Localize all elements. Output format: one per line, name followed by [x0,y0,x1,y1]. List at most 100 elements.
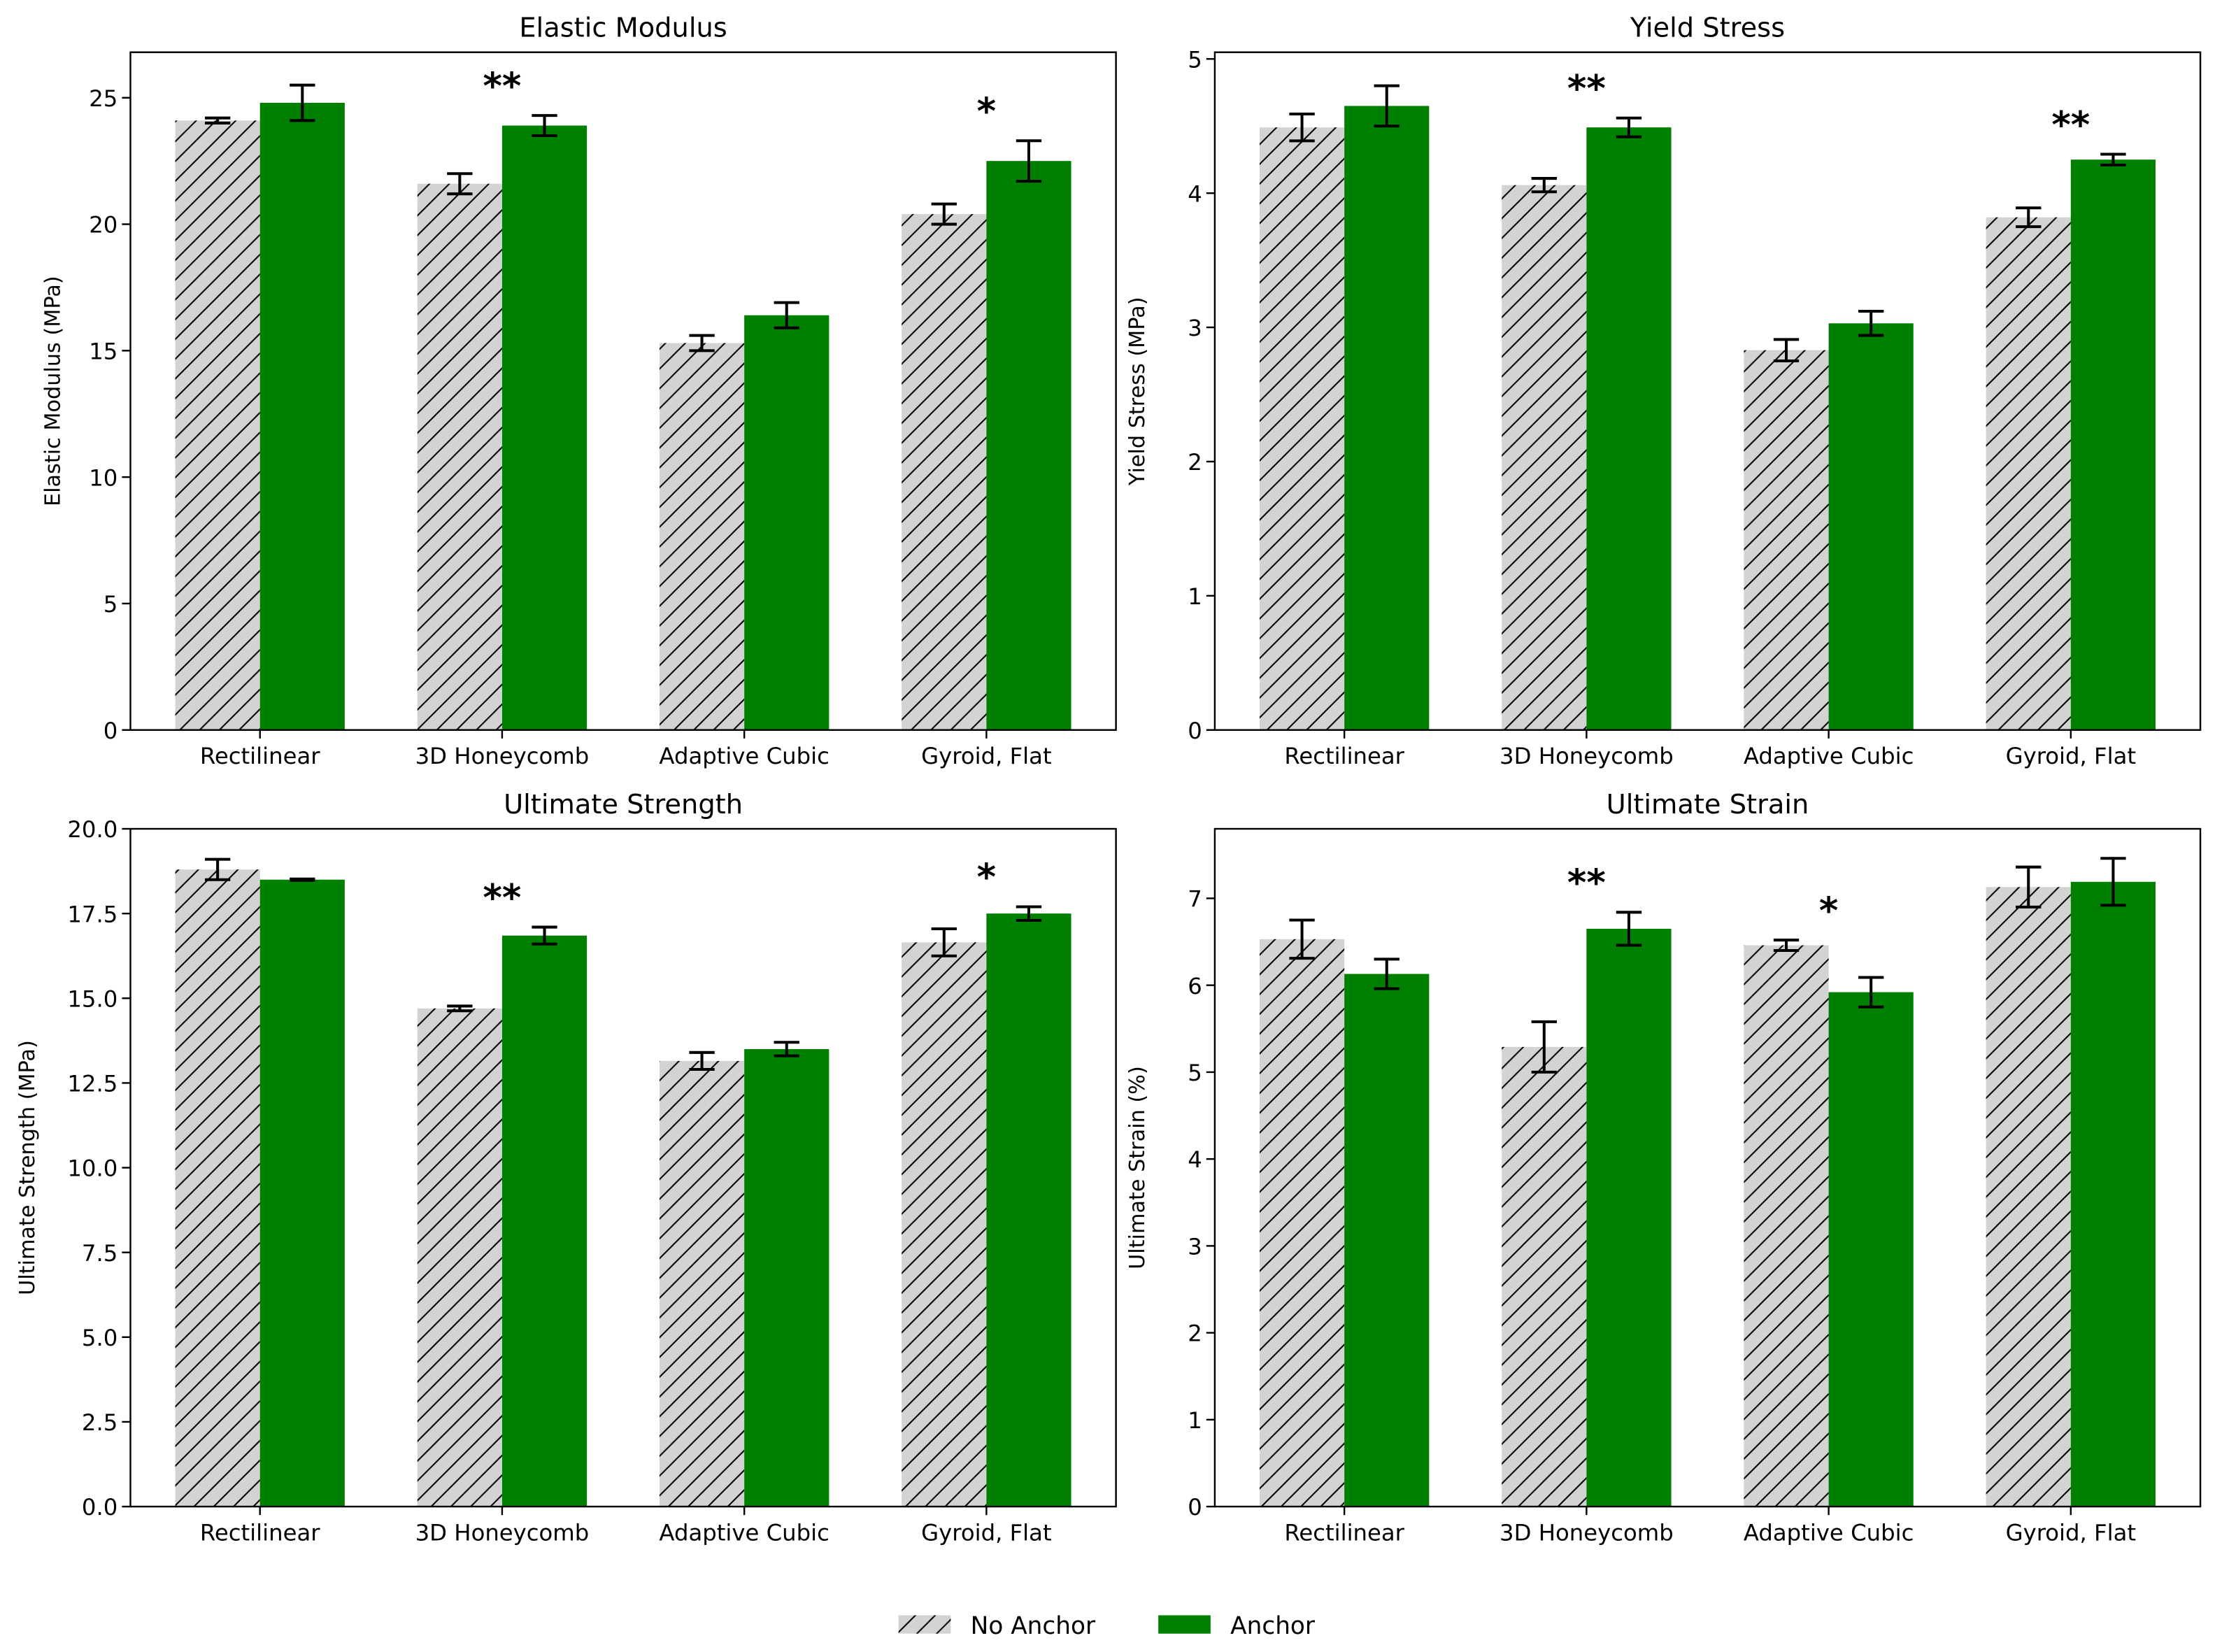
error-bar-no-anchor-2 [689,1051,715,1071]
y-tick-label: 17.5 [67,901,117,927]
legend-swatch-anchor [1158,1615,1211,1634]
chart-panel-2: ** ** 0 1 2 3 4 5 Rectilinear 3D Honeycomb Adaptiv… [1125,12,2202,769]
x-tick-label: Rectilinear [1284,743,1404,769]
error-bar-anchor-2 [1858,976,1884,1009]
x-tick-label: Adaptive Cubic [659,1520,829,1546]
x-tick-label: Rectilinear [200,743,320,769]
error-bar-anchor-2 [774,1041,799,1058]
bar-anchor-3 [986,913,1071,1507]
y-axis-label: Yield Stress (MPa) [1125,297,1150,485]
x-tick-label: Gyroid, Flat [2006,743,2136,769]
error-bar-anchor-1 [1616,911,1642,947]
y-tick-label: 1 [1188,1407,1202,1434]
error-bar-no-anchor-1 [447,1004,473,1013]
error-bar-anchor-2 [1858,310,1884,337]
bar-no-anchor-3 [902,214,987,730]
bar-anchor-3 [986,161,1071,730]
y-tick-label: 4 [1188,1146,1202,1173]
significance-marker-3: ** [2051,104,2090,146]
legend: No Anchor Anchor [898,1612,1316,1640]
error-bar-anchor-0 [290,877,315,882]
error-bar-no-anchor-1 [447,172,473,196]
y-tick-label: 2.5 [82,1409,117,1436]
y-tick-label: 15 [89,338,117,364]
significance-marker-2: * [1819,890,1838,932]
y-tick-label: 25 [89,85,117,112]
y-tick-label: 5 [104,591,118,618]
axes-frame [1213,827,2202,1508]
y-tick-label: 0.0 [82,1494,117,1521]
bar-anchor-0 [1344,106,1430,730]
x-tick-label: 3D Honeycomb [1500,1520,1674,1546]
y-tick-label: 12.5 [67,1071,117,1097]
x-tick-label: Adaptive Cubic [1744,1520,1914,1546]
chart-title: Yield Stress [1630,12,1785,43]
axes-frame [1213,51,2202,731]
x-tick-label: Adaptive Cubic [1744,743,1914,769]
error-bar-no-anchor-1 [1531,177,1557,194]
error-bar-no-anchor-2 [1773,939,1800,952]
error-bar-no-anchor-2 [1773,338,1800,363]
y-tick-label: 7.5 [82,1240,117,1267]
significance-marker-1: ** [483,876,521,919]
bar-anchor-1 [501,935,587,1507]
y-tick-label: 3 [1188,315,1202,341]
bar-anchor-1 [1586,127,1672,730]
x-tick-label: Rectilinear [1284,1520,1404,1546]
y-tick-label: 15.0 [67,985,117,1012]
y-tick-label: 5.0 [82,1325,117,1351]
y-tick-label: 6 [1188,973,1202,999]
significance-marker-1: ** [483,65,521,108]
legend-swatch-no-anchor [898,1615,951,1634]
bar-no-anchor-0 [1259,127,1345,730]
x-tick-label: Adaptive Cubic [659,743,829,769]
y-tick-label: 5 [1188,46,1202,73]
error-bar-anchor-0 [290,83,315,122]
error-bar-anchor-3 [1016,905,1042,922]
x-tick-label: Gyroid, Flat [2006,1520,2136,1546]
bar-no-anchor-0 [175,120,260,730]
y-tick-label: 5 [1188,1060,1202,1086]
y-tick-label: 2 [1188,1320,1202,1347]
y-tick-label: 7 [1188,886,1202,913]
bar-no-anchor-0 [1259,939,1345,1507]
bar-no-anchor-1 [417,1008,502,1507]
y-tick-label: 20.0 [67,816,117,843]
error-bar-no-anchor-0 [204,857,231,881]
bar-anchor-0 [1344,974,1430,1507]
bar-no-anchor-3 [1986,887,2071,1507]
error-bar-anchor-3 [1016,139,1042,183]
bar-anchor-1 [501,125,587,730]
bar-anchor-2 [1828,323,1914,730]
y-axis-label: Ultimate Strain (%) [1125,1066,1150,1269]
error-bar-anchor-2 [774,301,799,329]
y-tick-label: 0 [104,718,118,744]
bar-no-anchor-3 [902,942,987,1507]
y-axis-label: Ultimate Strength (MPa) [15,1040,40,1295]
bar-no-anchor-1 [1502,1046,1587,1507]
bar-no-anchor-1 [417,183,502,730]
significance-marker-1: ** [1567,67,1606,110]
y-tick-label: 10 [89,464,117,491]
bar-no-anchor-1 [1502,185,1587,730]
bar-anchor-0 [259,103,345,730]
y-tick-label: 4 [1188,180,1202,207]
bar-anchor-3 [2070,159,2156,730]
y-tick-label: 1 [1188,583,1202,610]
bar-anchor-1 [1586,928,1672,1507]
x-tick-label: 3D Honeycomb [1500,743,1674,769]
axes-frame [129,51,1117,731]
error-bar-no-anchor-1 [1531,1020,1557,1074]
bar-anchor-2 [1828,992,1914,1507]
error-bar-anchor-1 [1616,116,1642,138]
bar-no-anchor-3 [1986,217,2071,730]
bar-no-anchor-2 [659,343,745,730]
bar-anchor-0 [259,879,345,1507]
y-tick-label: 0 [1188,718,1202,744]
bar-anchor-2 [744,315,829,730]
error-bar-anchor-3 [2100,857,2126,907]
legend-label-no-anchor: No Anchor [971,1612,1096,1640]
error-bar-no-anchor-0 [1289,112,1315,143]
